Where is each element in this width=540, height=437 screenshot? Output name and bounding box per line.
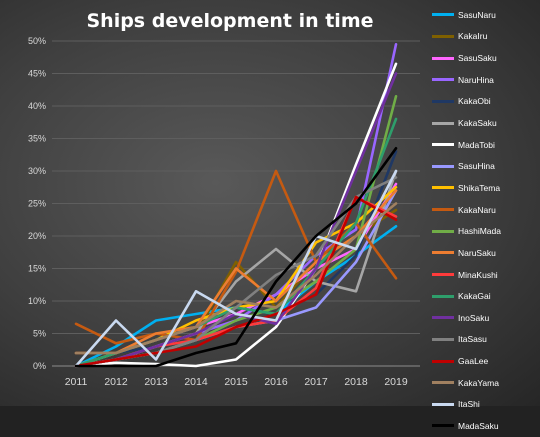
legend-label: NaruSaku [458, 247, 496, 258]
legend-swatch [432, 164, 454, 168]
legend-label: KakaIru [458, 31, 488, 42]
x-tick-label: 2017 [304, 376, 328, 388]
legend-label: MadaTobi [458, 139, 495, 150]
series-line-kakayama [74, 202, 398, 355]
legend-swatch [432, 186, 454, 190]
y-tick-label: 45% [28, 69, 46, 79]
legend-item-kakairu: KakaIru [432, 26, 538, 48]
legend-item-itasasu: ItaSasu [432, 329, 538, 351]
legend-label: SasuHina [458, 161, 495, 172]
legend-item-hashimada: HashiMada [432, 220, 538, 242]
legend-label: SasuNaru [458, 9, 496, 20]
y-tick-label: 10% [28, 296, 46, 306]
y-tick-label: 50% [28, 36, 46, 46]
x-tick-label: 2018 [344, 376, 368, 388]
legend-swatch [432, 316, 454, 320]
legend-item-naruhina: NaruHina [432, 69, 538, 91]
legend-item-shikatema: ShikaTema [432, 177, 538, 199]
legend-label: GaaLee [458, 356, 489, 367]
legend-label: ItaSasu [458, 334, 487, 345]
legend-item-sasuhina: SasuHina [432, 155, 538, 177]
legend-swatch [432, 56, 454, 60]
legend-label: ShikaTema [458, 182, 501, 193]
x-tick-label: 2012 [104, 376, 128, 388]
legend-swatch [432, 424, 454, 428]
legend-label: KakaYama [458, 377, 499, 388]
legend: SasuNaru KakaIru SasuSaku NaruHina KakaObi Ka… [432, 4, 538, 437]
y-tick-label: 20% [28, 231, 46, 241]
legend-swatch [432, 251, 454, 255]
legend-swatch [432, 359, 454, 363]
legend-item-kakaobi: KakaObi [432, 91, 538, 113]
legend-swatch [432, 273, 454, 276]
y-axis: 0% 5% 10% 15% 20% 25% 30% 35% 40% 45% 50% [28, 36, 46, 371]
series-lines [74, 42, 398, 368]
legend-label: MadaSaku [458, 420, 499, 431]
y-tick-label: 25% [28, 199, 46, 209]
y-tick-label: 35% [28, 134, 46, 144]
series-line-madasaku [74, 147, 398, 368]
x-tick-label: 2015 [224, 376, 248, 388]
legend-swatch [432, 294, 454, 298]
x-tick-label: 2011 [65, 376, 88, 388]
plot-area: 0% 5% 10% 15% 20% 25% 30% 35% 40% 45% 50% 2011 2012… [28, 36, 420, 388]
legend-label: HashiMada [458, 226, 501, 237]
legend-swatch [432, 121, 454, 125]
legend-label: MinaKushi [458, 269, 498, 280]
legend-item-gaalee: GaaLee [432, 350, 538, 372]
legend-label: InoSaku [458, 312, 490, 323]
series-line-madatobi [74, 62, 398, 368]
legend-swatch [432, 34, 454, 38]
legend-swatch [432, 208, 454, 212]
legend-item-kakasaku: KakaSaku [432, 112, 538, 134]
legend-swatch [432, 13, 454, 17]
legend-label: KakaObi [458, 96, 491, 107]
x-tick-label: 2019 [384, 376, 408, 388]
legend-label: SasuSaku [458, 53, 497, 64]
legend-item-madatobi: MadaTobi [432, 134, 538, 156]
legend-swatch [432, 99, 454, 103]
legend-label: KakaNaru [458, 204, 496, 215]
x-tick-label: 2014 [184, 376, 208, 388]
legend-swatch [432, 337, 454, 341]
legend-swatch [432, 381, 454, 385]
legend-label: KakaGai [458, 291, 491, 302]
y-tick-label: 0% [33, 361, 46, 371]
legend-item-kakayama: KakaYama [432, 372, 538, 394]
legend-swatch [432, 229, 454, 233]
x-axis: 2011 2012 2013 2014 2015 2016 2017 2018 2019 [65, 376, 408, 388]
legend-item-madasaku: MadaSaku [432, 415, 538, 437]
series-line-kakanaru [74, 169, 398, 345]
legend-swatch [432, 143, 454, 147]
legend-label: KakaSaku [458, 118, 497, 129]
legend-label: ItaShi [458, 399, 480, 410]
series-line-itashi [74, 169, 398, 368]
series-line-gaalee [74, 195, 398, 368]
legend-item-kakanaru: KakaNaru [432, 199, 538, 221]
y-tick-label: 30% [28, 166, 46, 176]
legend-swatch [432, 78, 454, 82]
legend-item-sasusaku: SasuSaku [432, 47, 538, 69]
legend-item-narusaku: NaruSaku [432, 242, 538, 264]
legend-label: NaruHina [458, 74, 494, 85]
legend-item-minakushi: MinaKushi [432, 264, 538, 286]
x-tick-label: 2013 [144, 376, 168, 388]
legend-swatch [432, 402, 454, 406]
y-tick-label: 40% [28, 101, 46, 111]
chart-title: Ships development in time [86, 10, 374, 32]
y-tick-label: 5% [33, 329, 46, 339]
series-line-naruhina [74, 42, 398, 368]
legend-item-kakagai: KakaGai [432, 285, 538, 307]
y-tick-label: 15% [28, 264, 46, 274]
legend-item-sasunaru: SasuNaru [432, 4, 538, 26]
x-tick-label: 2016 [264, 376, 288, 388]
legend-item-inosaku: InoSaku [432, 307, 538, 329]
legend-item-itashi: ItaShi [432, 394, 538, 416]
